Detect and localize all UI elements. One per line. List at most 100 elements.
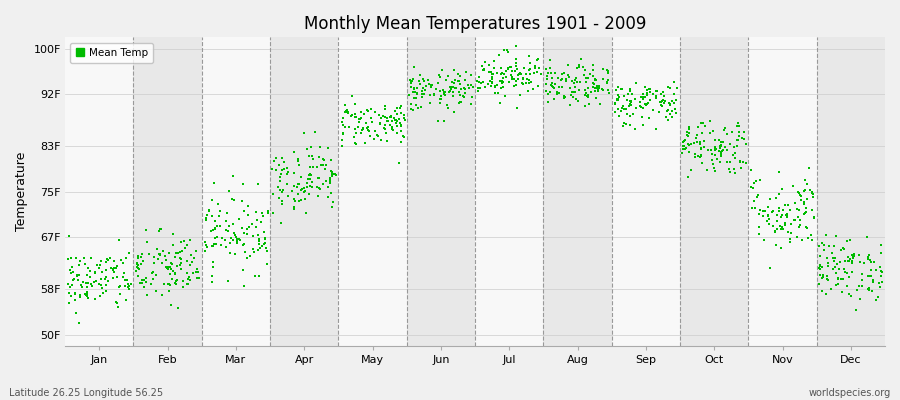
Point xyxy=(662,117,676,124)
Point xyxy=(402,92,417,98)
Point xyxy=(390,118,404,124)
Point xyxy=(285,188,300,194)
Point xyxy=(543,65,557,71)
Point xyxy=(324,157,338,163)
Point xyxy=(104,265,118,271)
Point xyxy=(212,208,227,214)
Bar xyxy=(407,37,475,346)
Point xyxy=(541,70,555,76)
Point xyxy=(65,264,79,270)
Point xyxy=(118,276,132,283)
Point xyxy=(237,267,251,273)
Point xyxy=(726,152,741,158)
Point xyxy=(786,183,800,189)
Point xyxy=(803,187,817,194)
Point xyxy=(790,214,805,220)
Point xyxy=(240,212,255,218)
Point xyxy=(653,98,668,105)
Point xyxy=(658,114,672,120)
Point xyxy=(476,79,491,85)
Point xyxy=(420,76,435,83)
Point xyxy=(714,143,728,150)
Point xyxy=(485,70,500,77)
Point xyxy=(151,256,166,262)
Point xyxy=(840,270,854,276)
Point xyxy=(258,236,273,243)
Point xyxy=(446,93,461,100)
Point xyxy=(274,166,289,173)
Point xyxy=(117,283,131,289)
Point xyxy=(697,138,711,144)
Point xyxy=(70,273,85,279)
Point xyxy=(589,77,603,83)
Point xyxy=(453,100,467,107)
Point xyxy=(352,116,366,122)
Point xyxy=(707,144,722,151)
Point xyxy=(806,188,820,195)
Point xyxy=(823,243,837,249)
Point xyxy=(682,130,697,136)
Point xyxy=(789,234,804,241)
Point xyxy=(680,133,695,139)
Point xyxy=(774,214,788,220)
Point xyxy=(800,196,814,202)
Point xyxy=(800,225,814,231)
Point xyxy=(773,223,788,230)
Point xyxy=(831,275,845,282)
Point xyxy=(214,242,229,248)
Point xyxy=(198,215,212,221)
Point xyxy=(184,259,199,266)
Point xyxy=(80,291,94,298)
Point xyxy=(513,70,527,76)
Point xyxy=(396,133,410,139)
Point xyxy=(804,232,818,238)
Point xyxy=(188,268,202,275)
Point xyxy=(208,225,222,232)
Point xyxy=(508,68,523,74)
Point xyxy=(94,258,108,264)
Point xyxy=(624,98,638,104)
Point xyxy=(287,196,302,202)
Point xyxy=(820,276,834,282)
Point xyxy=(62,300,77,306)
Point xyxy=(544,70,558,76)
Point xyxy=(739,160,753,166)
Point xyxy=(454,86,469,92)
Point xyxy=(794,193,808,199)
Point xyxy=(578,86,592,93)
Point xyxy=(511,72,526,78)
Point xyxy=(749,178,763,184)
Point xyxy=(522,60,536,66)
Point xyxy=(243,253,257,260)
Point xyxy=(706,160,720,167)
Point xyxy=(414,91,428,97)
Point xyxy=(441,73,455,79)
Point xyxy=(312,185,327,191)
Point xyxy=(305,184,320,190)
Point xyxy=(623,98,637,104)
Point xyxy=(83,274,97,281)
Point xyxy=(152,226,166,232)
Point xyxy=(587,81,601,87)
Point xyxy=(84,254,98,261)
Point xyxy=(99,282,113,288)
Point xyxy=(595,86,609,92)
Point xyxy=(432,72,446,79)
Point xyxy=(388,108,402,114)
Point xyxy=(354,129,368,136)
Point xyxy=(287,206,302,212)
Point xyxy=(407,64,421,70)
Point xyxy=(348,101,363,107)
Point xyxy=(432,100,446,106)
Point xyxy=(610,97,625,103)
Point xyxy=(712,148,726,154)
Point xyxy=(485,70,500,77)
Point xyxy=(815,240,830,246)
Point xyxy=(476,66,491,73)
Point xyxy=(522,53,536,60)
Point xyxy=(776,207,790,214)
Point xyxy=(85,283,99,290)
Point xyxy=(406,106,420,113)
Point xyxy=(678,136,692,143)
Point xyxy=(274,171,288,177)
